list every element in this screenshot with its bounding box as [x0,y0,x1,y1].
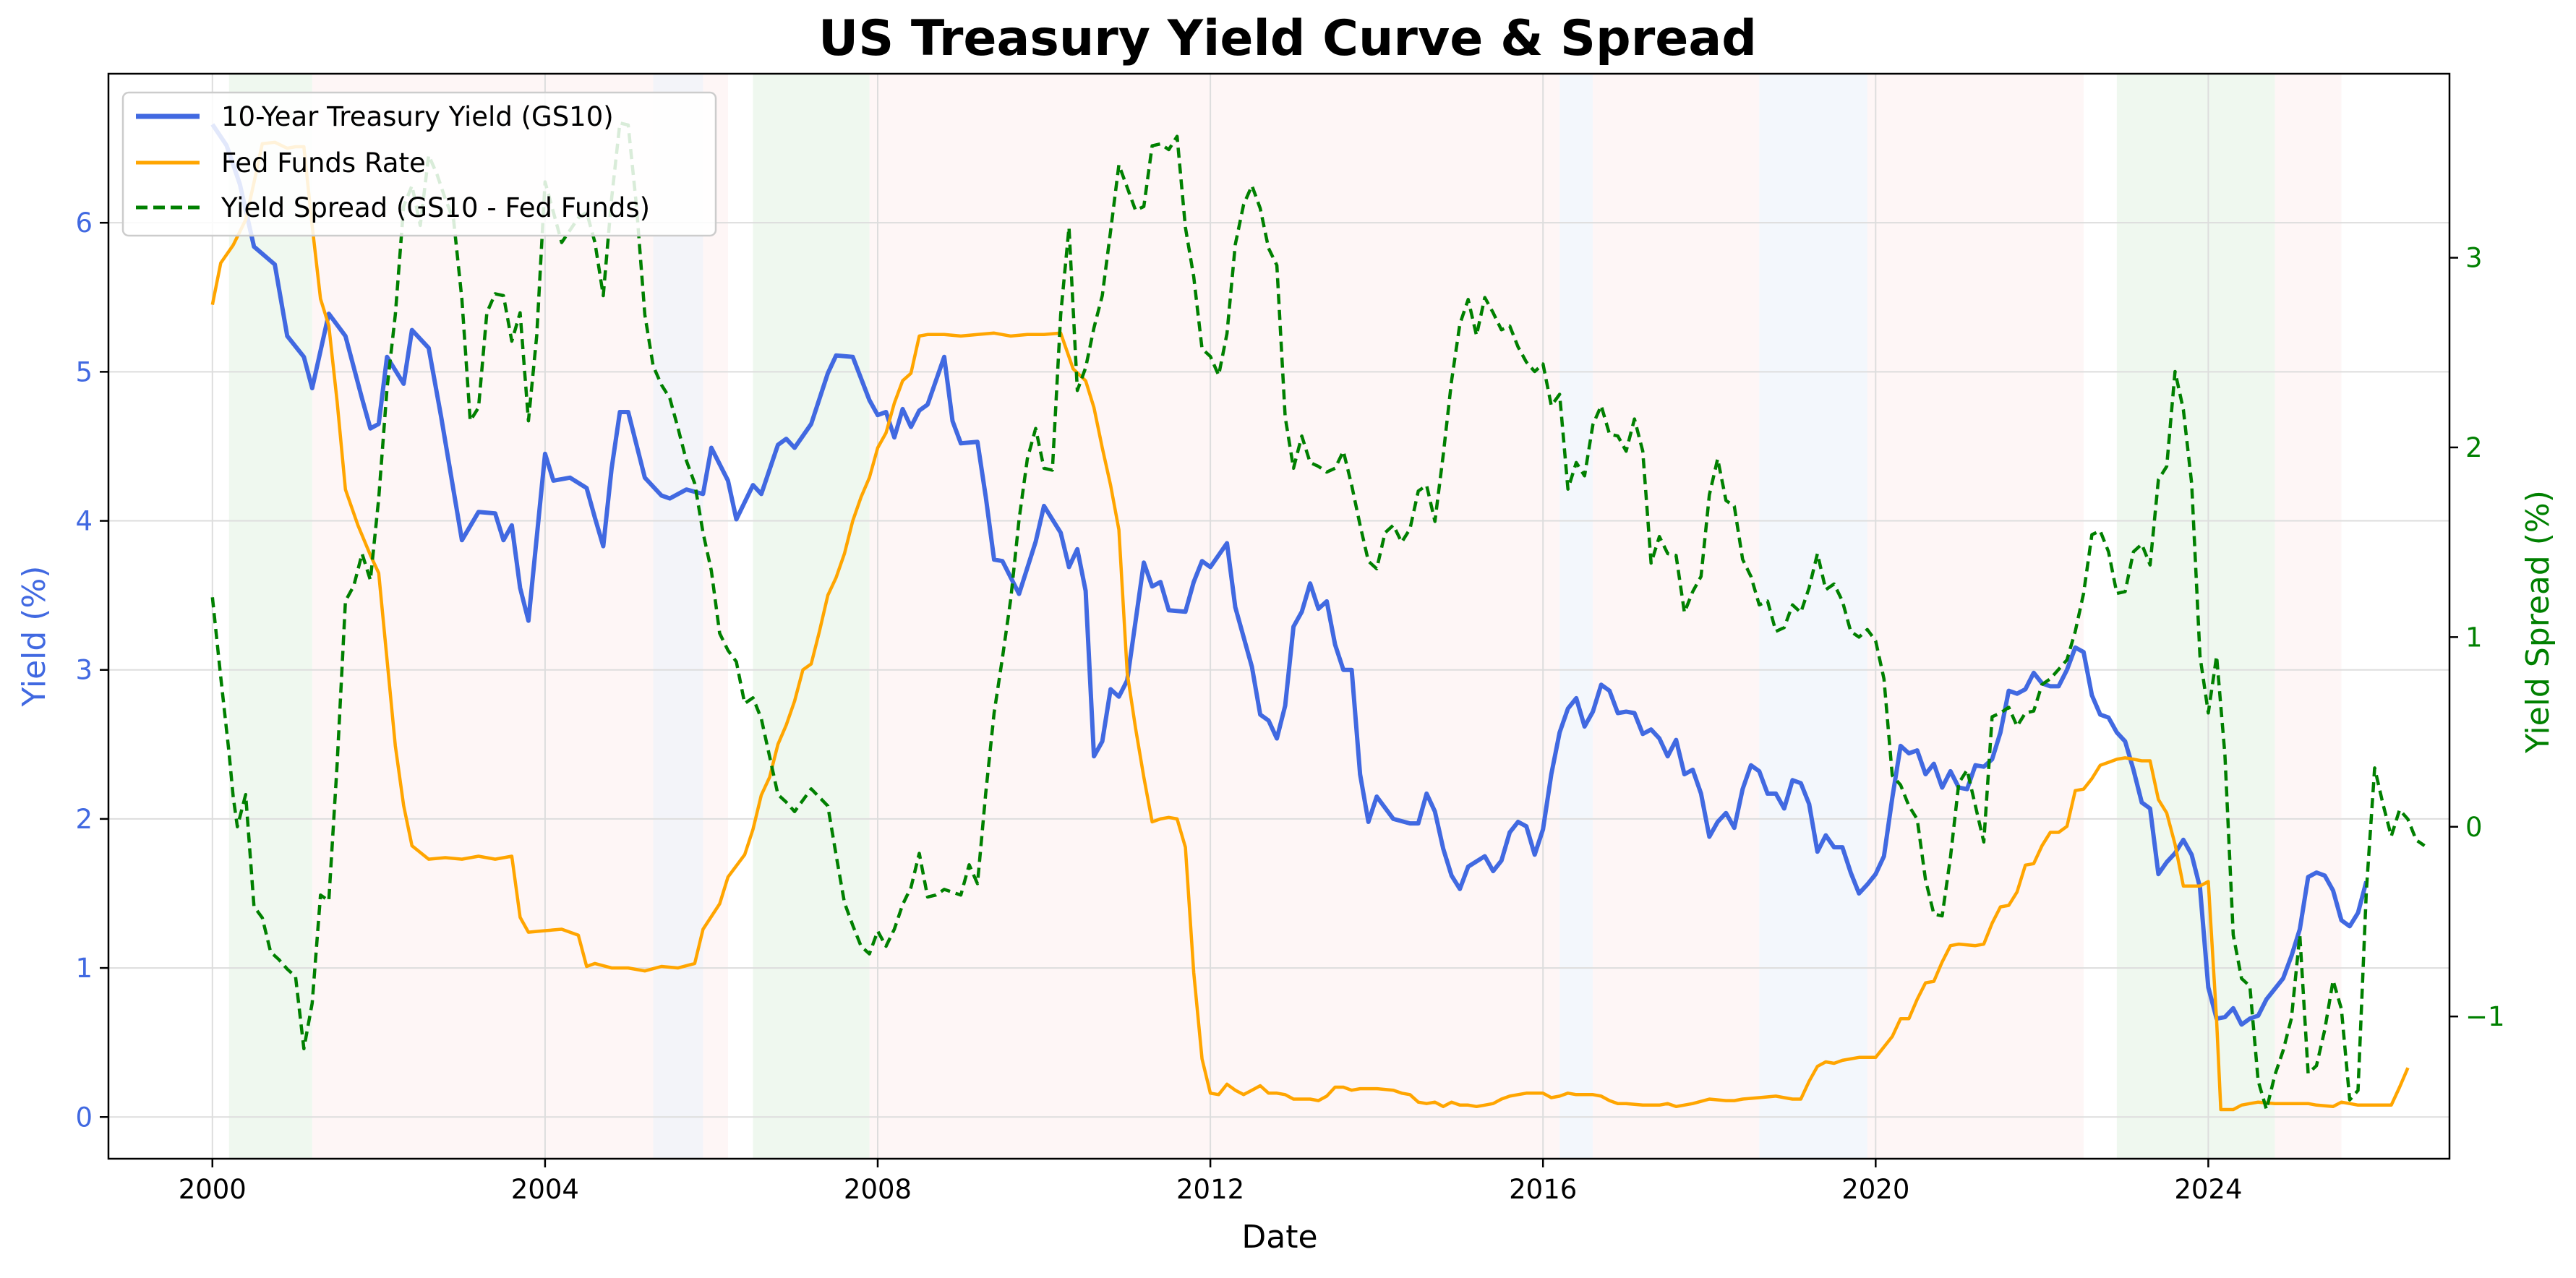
x-tick-label: 2000 [179,1174,247,1205]
regime-band [1759,74,1867,1159]
legend-label-gs10: 10-Year Treasury Yield (GS10) [221,101,614,132]
y-tick-label-right: 2 [2465,432,2483,463]
y-tick-label-left: 2 [75,804,93,835]
regime-bands [228,74,2342,1159]
regime-band [753,74,870,1159]
regime-band [653,74,703,1159]
x-tick-label: 2024 [2174,1174,2242,1205]
y-tick-label-right: 3 [2465,243,2483,274]
y-tick-label-left: 5 [75,356,93,387]
regime-band [2275,74,2342,1159]
series-line-fedfunds [210,140,2410,1112]
y-axis-ticks-right: −1 0 1 2 3 [2449,243,2505,1032]
regime-band [1559,74,1593,1159]
y-tick-label-right: 1 [2465,622,2483,653]
x-tick-label: 2008 [844,1174,912,1205]
y-tick-label-left: 4 [75,506,93,537]
legend: 10-Year Treasury Yield (GS10) Fed Funds … [121,91,717,237]
x-tick-label: 2016 [1509,1174,1577,1205]
regime-band [2116,74,2275,1159]
series-line-gs10 [210,123,2369,1027]
chart-title: US Treasury Yield Curve & Spread [818,10,1757,67]
legend-label-fedfunds: Fed Funds Rate [221,147,426,179]
regime-band [228,74,312,1159]
y-tick-label-left: 6 [75,207,93,239]
x-axis-ticks: 2000 2004 2008 2012 2016 2020 2024 [179,1159,2243,1205]
regime-band [869,74,1560,1159]
x-axis-label: Date [1241,1219,1317,1256]
y-tick-label-right: 0 [2465,812,2483,843]
y-axis-label-left: Yield (%) [16,566,53,708]
x-tick-label: 2004 [511,1174,579,1205]
regime-band [1593,74,1760,1159]
y-tick-label-right: −1 [2465,1001,2505,1032]
y-tick-label-left: 3 [75,655,93,686]
y-axis-label-right: Yield Spread (%) [2520,490,2556,754]
x-tick-label: 2012 [1176,1174,1244,1205]
y-tick-label-left: 1 [75,953,93,984]
plot-frame [107,72,2451,1160]
legend-box [121,91,717,237]
y-axis-ticks-left: 0 1 2 3 4 5 6 [75,207,108,1133]
regime-band [1867,74,2084,1159]
x-tick-label: 2020 [1841,1174,1909,1205]
y-tick-label-left: 0 [75,1102,93,1133]
legend-label-spread: Yield Spread (GS10 - Fed Funds) [221,192,650,223]
